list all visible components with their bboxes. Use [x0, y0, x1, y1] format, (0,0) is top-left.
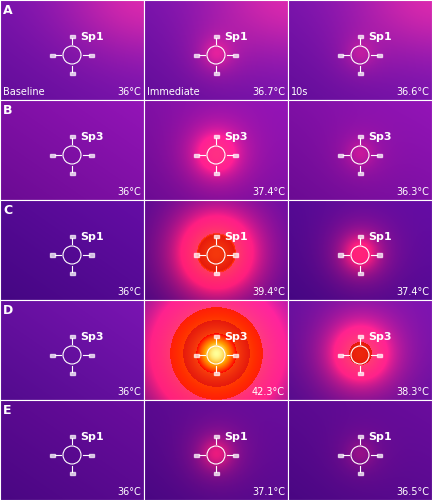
Bar [358, 172, 362, 175]
Bar [213, 472, 219, 475]
Bar [89, 54, 94, 56]
Bar [213, 135, 219, 138]
Bar [50, 254, 55, 256]
Bar [213, 335, 219, 338]
Bar [194, 454, 199, 456]
Bar [358, 272, 362, 275]
Bar [50, 54, 55, 56]
Text: 38.3°C: 38.3°C [396, 387, 429, 397]
Bar [377, 154, 382, 156]
Text: 10s: 10s [291, 87, 308, 97]
Bar [358, 472, 362, 475]
Bar [358, 72, 362, 75]
Text: D: D [3, 304, 13, 317]
Bar [70, 72, 74, 75]
Bar [358, 435, 362, 438]
Bar [338, 154, 343, 156]
Text: 36°C: 36°C [117, 87, 141, 97]
Text: Baseline: Baseline [3, 87, 44, 97]
Bar [213, 72, 219, 75]
Text: Sp1: Sp1 [368, 232, 392, 242]
Text: 36.3°C: 36.3°C [396, 187, 429, 197]
Text: Sp3: Sp3 [80, 332, 104, 342]
Bar [70, 335, 74, 338]
Text: 36°C: 36°C [117, 387, 141, 397]
Text: 36.6°C: 36.6°C [396, 87, 429, 97]
Bar [194, 54, 199, 56]
Text: Sp3: Sp3 [224, 132, 248, 142]
Bar [338, 454, 343, 456]
Bar [377, 54, 382, 56]
Bar [377, 454, 382, 456]
Text: 37.4°C: 37.4°C [252, 187, 285, 197]
Bar [377, 254, 382, 256]
Text: Sp1: Sp1 [368, 32, 392, 42]
Text: Sp1: Sp1 [368, 432, 392, 442]
Bar [89, 354, 94, 356]
Bar [213, 272, 219, 275]
Bar [358, 35, 362, 38]
Bar [338, 254, 343, 256]
Text: Sp1: Sp1 [80, 32, 104, 42]
Bar [89, 154, 94, 156]
Text: Sp3: Sp3 [224, 332, 248, 342]
Text: Sp3: Sp3 [80, 132, 104, 142]
Bar [89, 454, 94, 456]
Bar [233, 454, 238, 456]
Text: Sp1: Sp1 [80, 232, 104, 242]
Text: Sp1: Sp1 [224, 232, 248, 242]
Text: 36.7°C: 36.7°C [252, 87, 285, 97]
Bar [358, 135, 362, 138]
Text: 39.4°C: 39.4°C [252, 287, 285, 297]
Bar [338, 54, 343, 56]
Bar [50, 454, 55, 456]
Bar [213, 435, 219, 438]
Bar [50, 154, 55, 156]
Bar [89, 254, 94, 256]
Bar [70, 435, 74, 438]
Bar [50, 354, 55, 356]
Bar [377, 354, 382, 356]
Bar [70, 235, 74, 238]
Text: Sp1: Sp1 [224, 32, 248, 42]
Bar [194, 354, 199, 356]
Bar [233, 354, 238, 356]
Bar [70, 472, 74, 475]
Text: Sp3: Sp3 [368, 132, 391, 142]
Bar [213, 172, 219, 175]
Bar [213, 35, 219, 38]
Text: Sp3: Sp3 [368, 332, 391, 342]
Bar [70, 172, 74, 175]
Bar [70, 272, 74, 275]
Bar [233, 254, 238, 256]
Bar [213, 235, 219, 238]
Bar [358, 335, 362, 338]
Bar [233, 154, 238, 156]
Text: Sp1: Sp1 [80, 432, 104, 442]
Bar [194, 154, 199, 156]
Text: 36°C: 36°C [117, 187, 141, 197]
Bar [213, 372, 219, 375]
Text: 36°C: 36°C [117, 487, 141, 497]
Text: 42.3°C: 42.3°C [252, 387, 285, 397]
Text: Sp1: Sp1 [224, 432, 248, 442]
Text: 36.5°C: 36.5°C [396, 487, 429, 497]
Text: C: C [3, 204, 12, 217]
Bar [233, 54, 238, 56]
Bar [70, 35, 74, 38]
Text: A: A [3, 4, 13, 17]
Text: 37.1°C: 37.1°C [252, 487, 285, 497]
Text: E: E [3, 404, 12, 417]
Text: 36°C: 36°C [117, 287, 141, 297]
Bar [194, 254, 199, 256]
Bar [358, 235, 362, 238]
Text: B: B [3, 104, 13, 117]
Text: 37.4°C: 37.4°C [396, 287, 429, 297]
Bar [338, 354, 343, 356]
Bar [358, 372, 362, 375]
Bar [70, 372, 74, 375]
Bar [70, 135, 74, 138]
Text: Immediate: Immediate [147, 87, 200, 97]
